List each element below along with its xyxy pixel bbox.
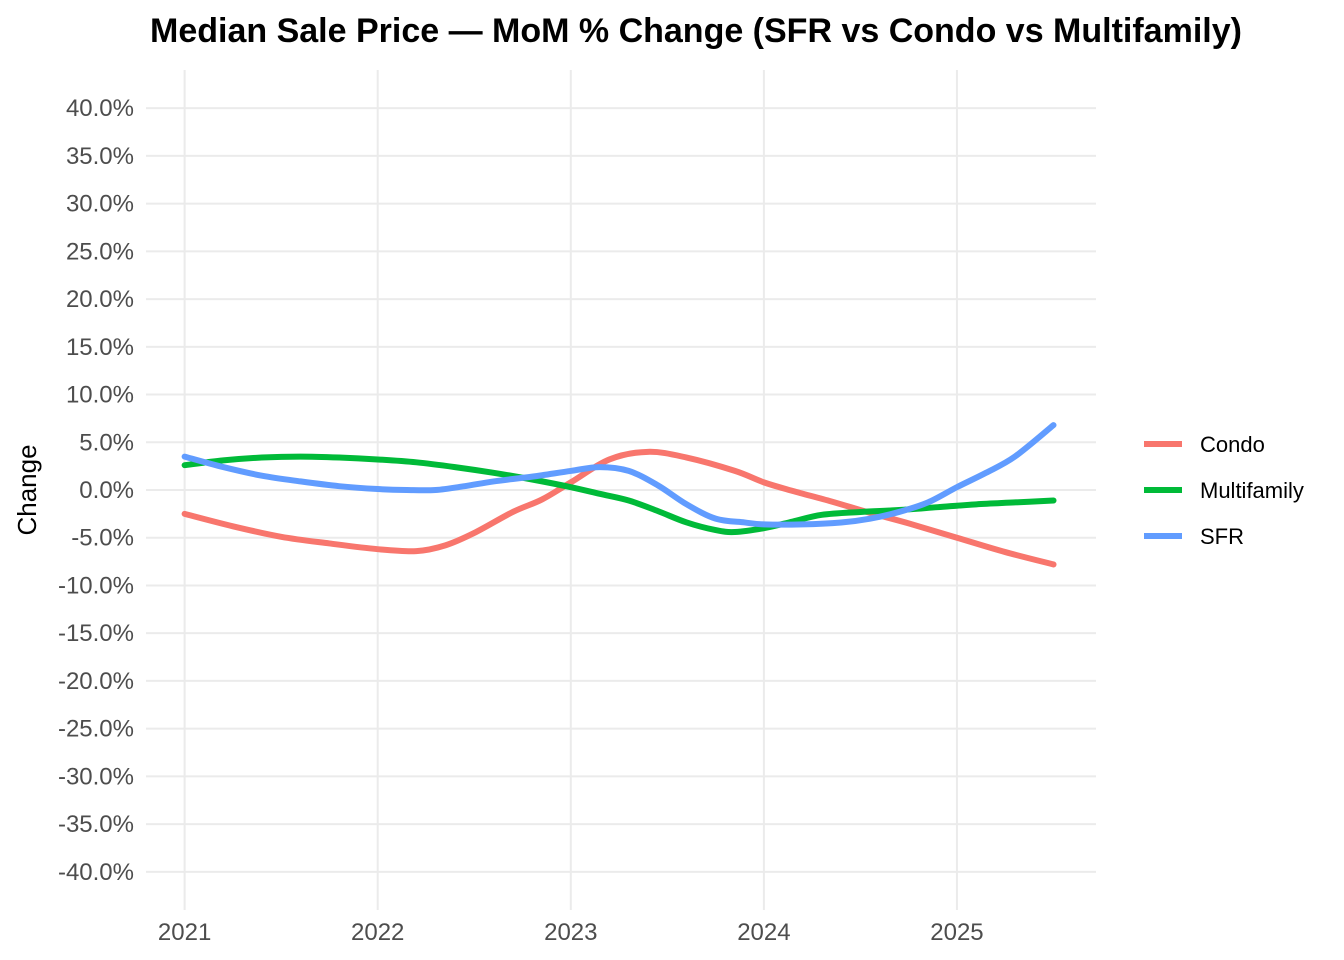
legend-label-sfr: SFR [1200,524,1244,549]
y-tick-label: 40.0% [66,95,134,122]
chart-title: Median Sale Price — MoM % Change (SFR vs… [150,12,1242,50]
y-tick-label: 15.0% [66,334,134,361]
y-axis-ticks: -40.0% -35.0% -30.0% -25.0% -20.0% -15.0% -10.… [58,95,134,886]
x-tick-label: 2025 [930,919,983,946]
x-tick-label: 2022 [351,919,404,946]
y-tick-label: 30.0% [66,191,134,218]
y-tick-label: 35.0% [66,143,134,170]
y-tick-label: 20.0% [66,286,134,313]
y-tick-label: -40.0% [58,859,134,886]
series-line-sfr [181,422,1057,528]
y-tick-label: 0.0% [79,477,134,504]
y-tick-label: -5.0% [71,525,134,552]
legend-label-multifamily: Multifamily [1200,478,1304,503]
y-tick-label: 10.0% [66,382,134,409]
y-axis-title: Change [12,444,42,535]
y-tick-label: -20.0% [58,668,134,695]
x-tick-label: 2024 [737,919,790,946]
y-tick-label: -15.0% [58,620,134,647]
x-tick-label: 2023 [544,919,597,946]
y-tick-label: -35.0% [58,811,134,838]
y-tick-label: -10.0% [58,572,134,599]
x-axis-ticks: 2021 2022 2023 2024 2025 [158,919,984,946]
y-tick-label: -30.0% [58,763,134,790]
x-tick-label: 2021 [158,919,211,946]
grid [146,70,1096,910]
y-tick-label: 5.0% [79,429,134,456]
series-lines [181,422,1057,568]
legend: Condo Multifamily SFR [1144,432,1304,549]
y-tick-label: 25.0% [66,238,134,265]
legend-label-condo: Condo [1200,432,1265,457]
y-tick-label: -25.0% [58,716,134,743]
